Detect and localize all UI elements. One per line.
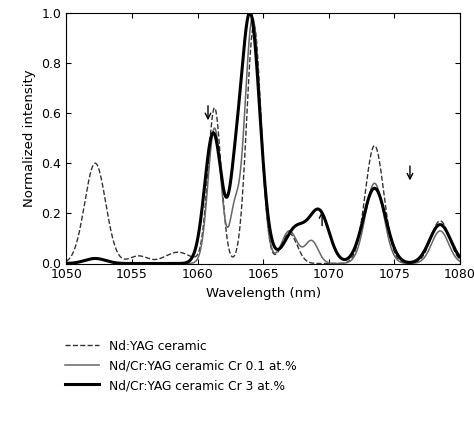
Legend: Nd:YAG ceramic, Nd/Cr:YAG ceramic Cr 0.1 at.%, Nd/Cr:YAG ceramic Cr 3 at.%: Nd:YAG ceramic, Nd/Cr:YAG ceramic Cr 0.1…	[64, 340, 296, 392]
Y-axis label: Normalized intensity: Normalized intensity	[23, 69, 36, 207]
X-axis label: Wavelength (nm): Wavelength (nm)	[206, 287, 320, 300]
